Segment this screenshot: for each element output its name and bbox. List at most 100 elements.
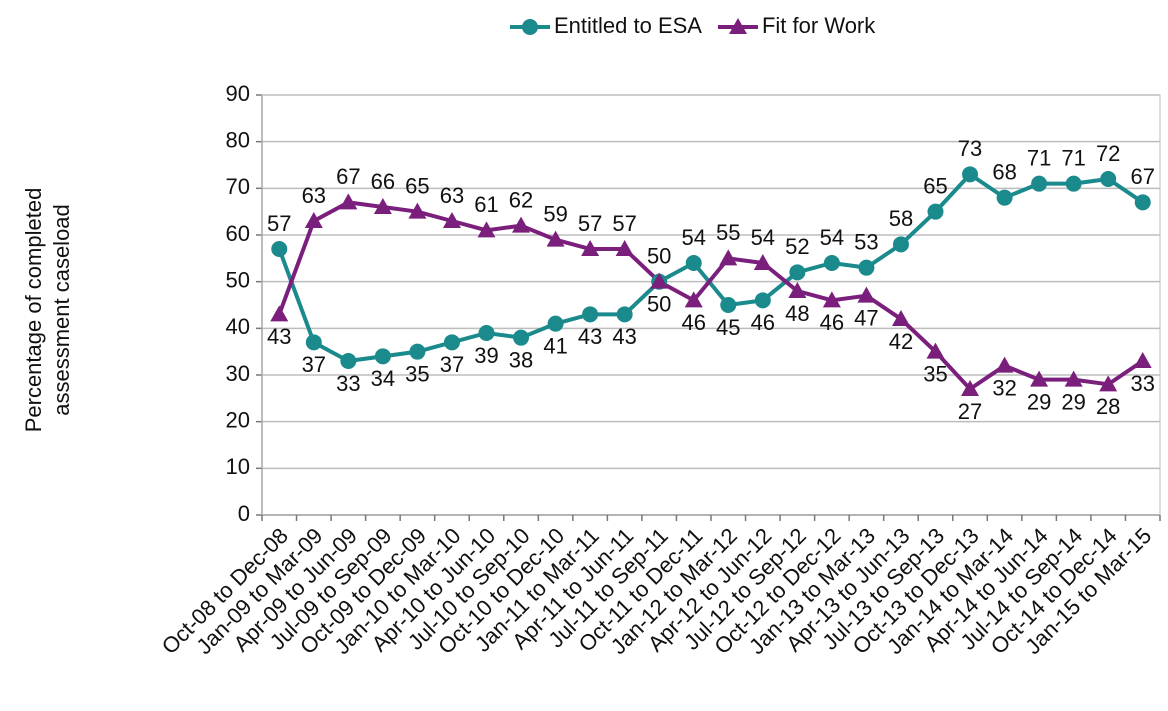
marker <box>927 203 944 220</box>
data-label: 43 <box>267 324 291 349</box>
marker <box>615 240 634 256</box>
y-axis-label: assessment caseload <box>49 204 74 416</box>
marker <box>270 305 289 322</box>
data-label: 33 <box>1130 371 1154 396</box>
marker <box>408 202 427 219</box>
data-label: 29 <box>1061 389 1085 414</box>
marker <box>996 189 1013 206</box>
marker <box>1134 194 1151 211</box>
data-label: 37 <box>302 352 326 377</box>
data-label: 68 <box>992 159 1016 184</box>
data-label: 35 <box>923 361 947 386</box>
marker <box>961 380 980 396</box>
marker <box>581 240 600 256</box>
marker <box>995 356 1014 373</box>
marker <box>685 255 702 271</box>
marker <box>1065 175 1082 192</box>
marker <box>477 221 496 238</box>
data-label: 59 <box>543 201 567 226</box>
data-label: 66 <box>371 169 395 194</box>
marker <box>1031 175 1048 192</box>
marker <box>512 216 531 233</box>
data-label: 72 <box>1096 141 1120 166</box>
y-tick-label: 0 <box>238 501 250 526</box>
marker <box>340 353 357 369</box>
data-label: 37 <box>440 352 464 377</box>
marker <box>962 166 979 183</box>
legend-marker <box>522 19 538 35</box>
marker <box>1100 171 1117 187</box>
data-label: 35 <box>405 361 429 386</box>
data-label: 57 <box>267 211 291 236</box>
data-label: 73 <box>958 136 982 161</box>
data-label: 46 <box>820 310 844 335</box>
data-label: 54 <box>681 225 705 250</box>
y-tick-label: 60 <box>226 221 250 246</box>
data-label: 50 <box>647 291 671 316</box>
data-label: 71 <box>1027 145 1051 170</box>
marker <box>478 325 495 341</box>
marker <box>822 291 841 308</box>
data-label: 67 <box>1130 164 1154 189</box>
marker <box>926 342 945 359</box>
y-tick-label: 30 <box>226 361 250 386</box>
data-label: 43 <box>578 324 602 349</box>
marker <box>789 264 806 281</box>
data-label: 46 <box>681 310 705 335</box>
y-tick-label: 70 <box>226 174 250 199</box>
data-label: 41 <box>543 333 567 358</box>
data-label: 57 <box>578 211 602 236</box>
data-label: 46 <box>751 310 775 335</box>
marker <box>788 282 807 298</box>
plot-border <box>261 94 1161 516</box>
marker <box>616 306 633 323</box>
data-label: 39 <box>474 343 498 368</box>
data-label: 43 <box>612 324 636 349</box>
y-tick-label: 50 <box>226 267 250 292</box>
marker <box>339 193 358 210</box>
data-label: 53 <box>854 229 878 254</box>
data-label: 45 <box>716 315 740 340</box>
series-line <box>277 171 1144 364</box>
data-label: 61 <box>474 192 498 217</box>
y-tick-label: 40 <box>226 314 250 339</box>
marker <box>684 291 703 308</box>
data-label: 65 <box>923 173 947 198</box>
marker <box>1030 370 1049 387</box>
legend-label: Fit for Work <box>762 13 876 38</box>
marker <box>892 236 909 253</box>
data-label: 38 <box>509 347 533 372</box>
marker <box>443 334 460 351</box>
marker <box>1133 352 1152 368</box>
legend-label: Entitled to ESA <box>554 13 702 38</box>
data-label: 58 <box>889 206 913 231</box>
marker <box>409 343 426 360</box>
data-label: 63 <box>440 183 464 208</box>
legend-marker <box>728 18 747 34</box>
marker <box>374 348 391 365</box>
marker <box>891 310 910 326</box>
data-label: 28 <box>1096 394 1120 419</box>
y-tick-label: 20 <box>226 407 250 432</box>
data-label: 33 <box>336 371 360 396</box>
marker <box>513 329 530 346</box>
marker <box>304 212 323 228</box>
data-label: 42 <box>889 329 913 354</box>
data-label: 54 <box>820 225 844 250</box>
y-tick-label: 10 <box>226 454 250 479</box>
marker <box>857 286 876 303</box>
marker <box>754 292 771 309</box>
y-tick-label: 90 <box>226 81 250 106</box>
data-label: 63 <box>302 183 326 208</box>
marker <box>719 249 738 266</box>
marker <box>823 255 840 271</box>
data-label: 48 <box>785 301 809 326</box>
data-label: 57 <box>612 211 636 236</box>
marker <box>1099 375 1118 392</box>
data-label: 47 <box>854 305 878 330</box>
marker <box>442 212 461 228</box>
data-label: 65 <box>405 173 429 198</box>
y-axis-label: Percentage of completed <box>21 188 46 433</box>
